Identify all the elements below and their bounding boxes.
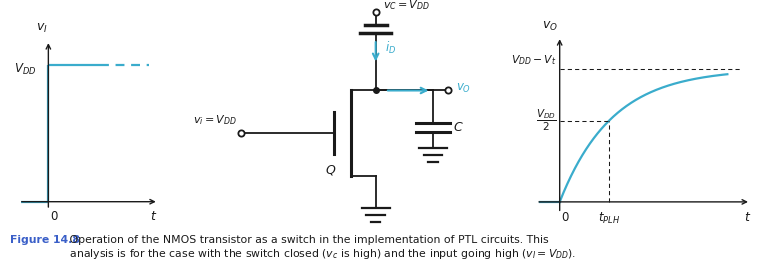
Text: $V_{DD}$: $V_{DD}$ — [14, 61, 36, 77]
Text: Figure 14.8: Figure 14.8 — [10, 235, 80, 246]
Text: $t$: $t$ — [150, 210, 158, 223]
Text: $t_{PLH}$: $t_{PLH}$ — [598, 211, 620, 226]
Text: $v_C = V_{DD}$: $v_C = V_{DD}$ — [383, 0, 431, 13]
Text: Operation of the NMOS transistor as a switch in the implementation of PTL circui: Operation of the NMOS transistor as a sw… — [66, 235, 576, 261]
Text: $i_D$: $i_D$ — [385, 40, 397, 56]
Text: $v_O$: $v_O$ — [542, 20, 557, 33]
Text: $v_I$: $v_I$ — [36, 22, 48, 35]
Text: $V_{DD} - V_t$: $V_{DD} - V_t$ — [511, 53, 557, 67]
Text: $v_i = V_{DD}$: $v_i = V_{DD}$ — [192, 113, 237, 127]
Text: $Q$: $Q$ — [325, 163, 336, 177]
Text: $0$: $0$ — [49, 210, 58, 223]
Text: $t$: $t$ — [744, 211, 751, 224]
Text: $0$: $0$ — [561, 211, 570, 224]
Text: $v_O$: $v_O$ — [456, 81, 472, 94]
Text: $\dfrac{V_{DD}}{2}$: $\dfrac{V_{DD}}{2}$ — [536, 108, 557, 133]
Text: $C$: $C$ — [453, 122, 464, 135]
